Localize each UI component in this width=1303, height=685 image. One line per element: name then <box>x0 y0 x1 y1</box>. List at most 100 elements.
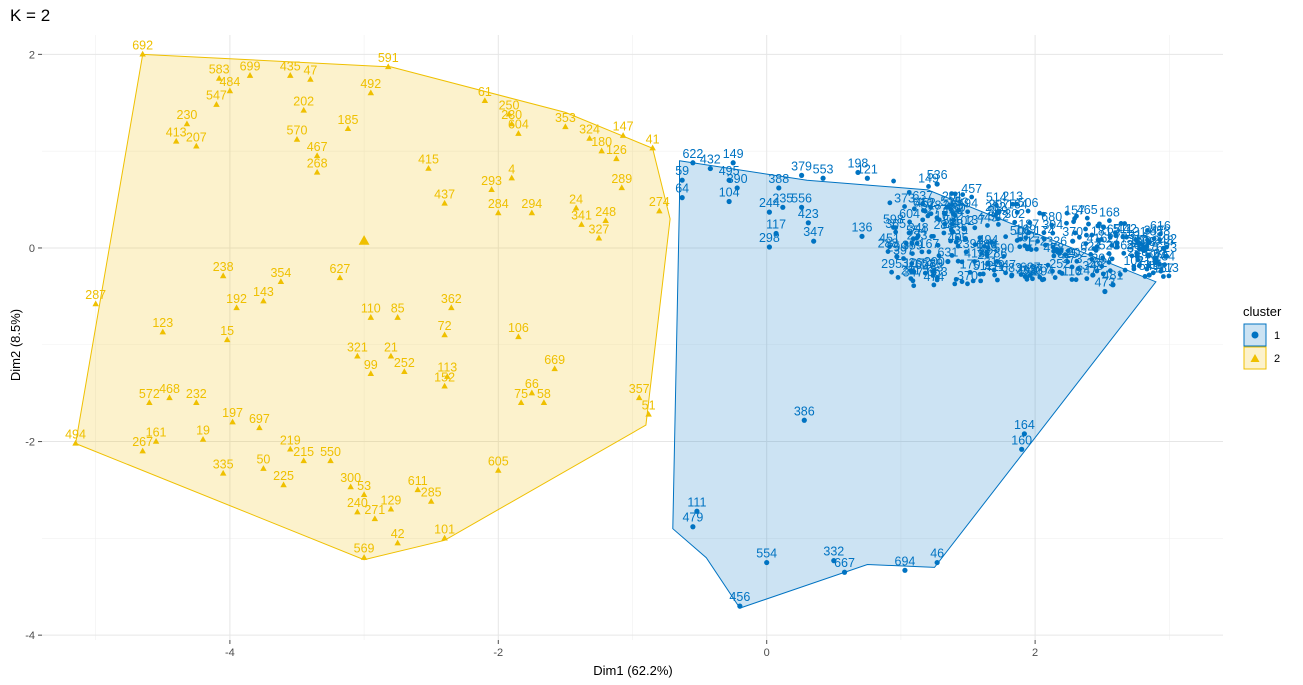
point-cluster-1 <box>1139 246 1144 252</box>
point-label-cluster-1: 554 <box>906 223 927 237</box>
point-label-cluster-1: 181 <box>1091 225 1112 239</box>
point-label-cluster-1: 536 <box>927 168 948 182</box>
point-label-cluster-1: 479 <box>682 511 703 525</box>
point-label-cluster-2: 230 <box>501 108 522 122</box>
point-cluster-2 <box>246 72 254 78</box>
point-label-cluster-2: 99 <box>364 358 378 372</box>
point-cluster-2 <box>199 436 207 442</box>
point-cluster-1 <box>1131 263 1137 269</box>
point-cluster-1 <box>965 281 970 287</box>
point-cluster-1 <box>766 244 772 250</box>
point-cluster-1 <box>955 207 961 213</box>
point-label-cluster-1: 438 <box>1016 264 1037 278</box>
point-label-cluster-1: 480 <box>945 200 966 214</box>
point-cluster-1 <box>925 213 931 219</box>
point-cluster-1 <box>929 234 935 239</box>
legend-label-1: 1 <box>1274 330 1280 342</box>
point-cluster-2 <box>488 186 495 193</box>
point-label-cluster-1: 192 <box>1156 232 1177 246</box>
point-cluster-1 <box>902 204 907 209</box>
point-cluster-1 <box>1100 255 1106 261</box>
point-label-cluster-1: 302 <box>1004 207 1025 221</box>
point-cluster-2 <box>387 505 395 512</box>
point-cluster-1 <box>1160 245 1166 251</box>
point-cluster-1 <box>962 236 968 241</box>
cluster-hulls <box>75 53 1157 609</box>
point-label-cluster-2: 271 <box>364 503 385 517</box>
point-cluster-1 <box>766 209 772 215</box>
point-label-cluster-1: 59 <box>675 164 689 178</box>
point-cluster-1 <box>1107 268 1113 274</box>
point-cluster-1 <box>1030 276 1035 282</box>
point-cluster-2 <box>444 373 451 379</box>
point-label-cluster-1: 683 <box>1001 261 1022 275</box>
point-label-cluster-1: 198 <box>848 156 869 170</box>
point-label-cluster-2: 219 <box>280 433 301 447</box>
point-label-cluster-1: 164 <box>1007 197 1028 211</box>
point-label-cluster-1: 456 <box>729 590 750 604</box>
point-label-cluster-1: 111 <box>687 495 706 509</box>
point-cluster-1 <box>985 260 991 266</box>
point-label-cluster-2: 415 <box>418 153 439 167</box>
point-cluster-1 <box>798 172 805 178</box>
point-label-cluster-1: 452 <box>915 196 936 210</box>
axes: -4 -2 0 2 -4 -2 0 2 <box>25 49 1038 659</box>
point-label-cluster-2: 15 <box>220 324 234 338</box>
point-label-cluster-2: 61 <box>478 85 492 99</box>
x-tick-label: 0 <box>764 647 770 659</box>
point-cluster-1 <box>1041 236 1047 242</box>
point-cluster-1 <box>970 278 976 284</box>
point-label-cluster-1: 549 <box>1139 259 1160 273</box>
point-cluster-2 <box>515 333 522 340</box>
point-cluster-1 <box>942 221 948 227</box>
point-cluster-1 <box>1065 248 1071 254</box>
point-cluster-1 <box>707 165 713 172</box>
point-label-cluster-2: 357 <box>629 382 650 396</box>
point-cluster-2 <box>300 457 307 464</box>
point-label-cluster-1: 326 <box>1046 234 1067 248</box>
point-label-cluster-1: 294 <box>1033 264 1054 278</box>
point-cluster-2 <box>394 539 401 546</box>
point-cluster-2 <box>495 467 502 473</box>
point-cluster-1 <box>1120 234 1126 240</box>
point-label-cluster-2: 604 <box>508 118 529 132</box>
point-label-cluster-2: 207 <box>186 130 207 144</box>
point-cluster-1 <box>1010 201 1016 207</box>
point-cluster-1 <box>1009 272 1015 278</box>
point-cluster-1 <box>961 226 967 232</box>
point-label-cluster-1: 553 <box>813 162 834 176</box>
point-label-cluster-2: 4 <box>508 162 515 176</box>
point-label-cluster-1: 298 <box>759 231 780 245</box>
point-cluster-1 <box>906 230 912 236</box>
point-cluster-1 <box>934 275 940 281</box>
point-cluster-1 <box>930 273 936 278</box>
point-label-cluster-2: 435 <box>280 60 301 74</box>
point-cluster-2 <box>360 554 368 560</box>
point-cluster-2 <box>287 72 294 78</box>
point-cluster-1 <box>1073 277 1079 283</box>
point-label-cluster-1: 394 <box>1042 218 1063 232</box>
point-label-cluster-2: 51 <box>642 398 656 412</box>
point-cluster-2 <box>572 204 580 211</box>
point-label-cluster-1: 107 <box>904 257 925 271</box>
x-tick-label: -2 <box>493 647 503 659</box>
point-label-cluster-2: 232 <box>186 387 207 401</box>
point-cluster-2 <box>562 123 569 130</box>
point-cluster-1 <box>1158 231 1163 237</box>
point-cluster-2 <box>354 508 361 515</box>
point-label-cluster-1: 556 <box>791 191 812 205</box>
point-label-cluster-2: 180 <box>591 135 612 149</box>
point-cluster-1 <box>944 204 950 210</box>
point-cluster-2 <box>586 134 593 141</box>
point-label-cluster-2: 42 <box>391 527 405 541</box>
point-cluster-2 <box>595 234 603 241</box>
point-cluster-2 <box>347 483 354 490</box>
point-cluster-1 <box>855 169 861 176</box>
point-label-cluster-1: 187 <box>1018 217 1039 231</box>
point-cluster-1 <box>1153 255 1159 261</box>
point-label-cluster-1: 104 <box>719 185 740 199</box>
point-cluster-1 <box>1094 244 1100 250</box>
point-cluster-1 <box>726 198 732 205</box>
point-label-cluster-1: 315 <box>1057 247 1078 261</box>
point-label-cluster-2: 324 <box>579 123 600 137</box>
